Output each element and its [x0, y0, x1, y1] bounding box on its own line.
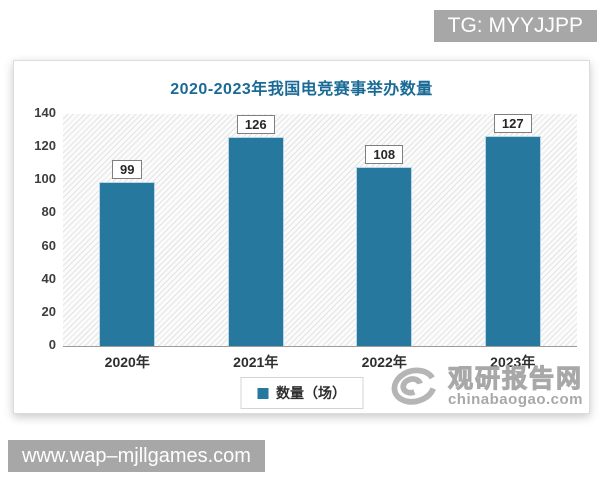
y-tick-label: 20 [41, 304, 56, 319]
y-tick-label: 40 [41, 271, 56, 286]
x-tick-label: 2023年 [490, 354, 536, 370]
plot-area: 99 126 108 127 [63, 114, 577, 347]
bar [227, 137, 284, 346]
bar-slot: 126 [192, 115, 321, 346]
bar-value-label: 99 [112, 160, 143, 179]
bar [99, 182, 156, 346]
watermark-text: 观研报告网 chinabaogao.com [447, 364, 583, 409]
bar-slot: 108 [320, 145, 449, 346]
y-tick-label: 0 [48, 337, 56, 352]
x-tick-label: 2022年 [361, 354, 407, 370]
tg-badge: TG: MYYJJPP [433, 10, 597, 42]
y-tick-label: 120 [34, 138, 56, 153]
bar-value-label: 126 [236, 115, 275, 134]
legend-swatch [257, 387, 268, 399]
legend-label: 数量（场） [276, 385, 346, 401]
y-tick-label: 140 [34, 105, 56, 120]
x-tick-label: 2021年 [233, 354, 279, 370]
bar-value-label: 127 [493, 114, 532, 133]
y-tick-label: 100 [34, 171, 56, 186]
site-badge: www.wap–mjllgames.com [8, 440, 265, 472]
legend: 数量（场） [240, 377, 363, 409]
y-tick-label: 80 [41, 204, 56, 219]
watermark-brand: 观研报告网 [447, 364, 583, 393]
chart-title: 2020-2023年我国电竞赛事举办数量 [170, 81, 433, 98]
bar-value-label: 108 [365, 145, 404, 164]
bar [356, 167, 413, 346]
bar [484, 136, 541, 346]
watermark: 观研报告网 chinabaogao.com [384, 365, 583, 409]
watermark-domain: chinabaogao.com [447, 390, 583, 408]
bar-slot: 127 [449, 114, 578, 346]
chart-panel: 2020-2023年我国电竞赛事举办数量 0 20 40 60 80 100 120 140 … [13, 60, 590, 414]
watermark-logo-icon [391, 367, 436, 405]
x-axis: 2020年 2021年 2022年 2023年 [63, 352, 577, 372]
y-tick-label: 60 [41, 238, 56, 253]
y-axis: 0 20 40 60 80 100 120 140 [14, 61, 58, 413]
x-tick-label: 2020年 [104, 354, 150, 370]
bar-slot: 99 [63, 160, 192, 346]
